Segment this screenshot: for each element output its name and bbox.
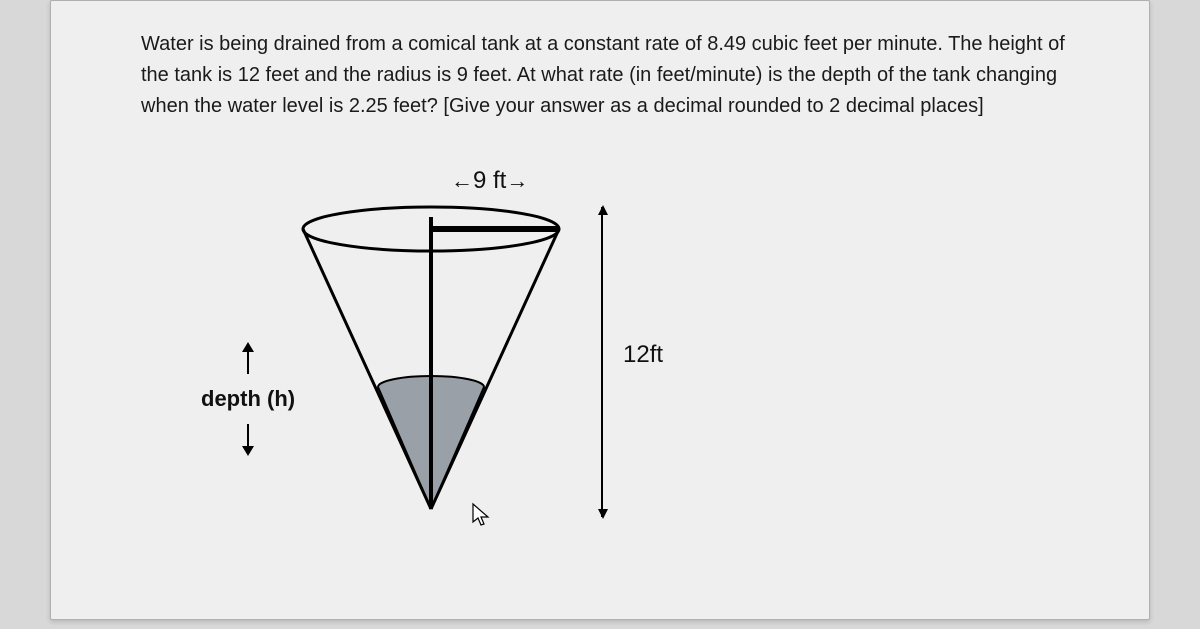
cursor-icon — [471, 502, 491, 528]
arrow-right-icon: → — [506, 170, 528, 192]
arrow-down-icon — [242, 446, 254, 456]
radius-value: 9 ft — [473, 167, 506, 195]
height-dimension — [601, 207, 603, 517]
height-dimension-line — [601, 207, 603, 517]
depth-label: depth (h) — [201, 386, 295, 412]
height-value: 12ft — [617, 339, 669, 371]
depth-dimension: depth (h) — [201, 342, 295, 456]
problem-card: Water is being drained from a comical ta… — [50, 0, 1150, 620]
radius-dimension: ← 9 ft → — [451, 167, 528, 195]
arrow-up-icon — [598, 205, 608, 215]
arrow-down-icon — [598, 509, 608, 519]
depth-arrow-bottom — [241, 416, 255, 456]
arrow-left-icon: ← — [451, 170, 473, 192]
diagram-area: ← 9 ft → — [141, 167, 1073, 547]
screenshot-frame: Water is being drained from a comical ta… — [0, 0, 1200, 629]
problem-text: Water is being drained from a comical ta… — [141, 29, 1073, 122]
depth-arrow-top — [241, 342, 255, 382]
cone-diagram — [281, 199, 581, 529]
